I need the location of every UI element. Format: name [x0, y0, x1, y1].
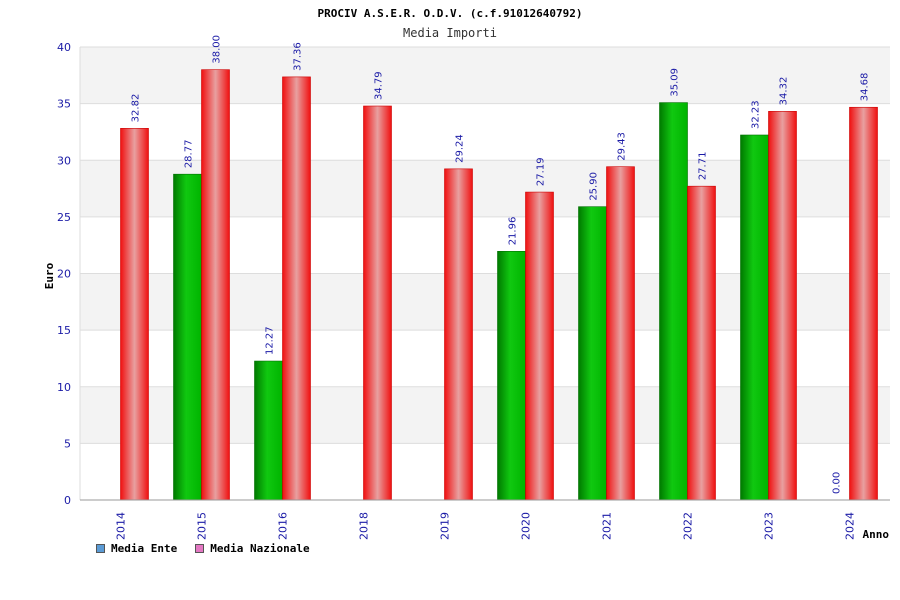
x-tick-label: 2014	[115, 512, 128, 540]
bar-value-label: 12.27	[265, 326, 276, 355]
bar-value-label: 29.43	[617, 132, 628, 161]
bar-media-nazionale	[363, 105, 392, 501]
bar-value-label: 0.00	[832, 472, 843, 494]
y-tick-label: 15	[57, 324, 71, 337]
y-axis-label: Euro	[43, 262, 56, 289]
bars	[120, 69, 878, 501]
bar-value-label: 28.77	[184, 140, 195, 169]
bar-media-ente	[497, 251, 526, 501]
bar-media-nazionale	[120, 128, 149, 501]
y-tick-label: 20	[57, 268, 71, 281]
x-axis-label: Anno	[863, 528, 890, 541]
bar-media-ente	[659, 102, 688, 501]
x-tick-label: 2020	[520, 512, 533, 540]
y-tick-label: 10	[57, 381, 71, 394]
bar-media-ente	[254, 360, 283, 501]
x-tick-label: 2015	[196, 512, 209, 540]
x-tick-label: 2023	[763, 512, 776, 540]
chart-title: PROCIV A.S.E.R. O.D.V. (c.f.91012640792)	[318, 7, 583, 20]
bar-value-label: 37.36	[293, 42, 304, 71]
chart-subtitle: Media Importi	[403, 26, 497, 40]
bar-value-label: 27.71	[698, 152, 709, 181]
y-tick-label: 0	[64, 494, 71, 507]
y-tick-label: 5	[64, 437, 71, 450]
bar-value-label: 32.82	[131, 94, 142, 123]
y-tick-label: 30	[57, 154, 71, 167]
x-tick-label: 2024	[844, 512, 857, 540]
bar-value-label: 34.68	[860, 73, 871, 102]
legend: Media Ente Media Nazionale	[96, 542, 310, 555]
bar-media-ente	[173, 173, 202, 501]
y-tick-label: 35	[57, 98, 71, 111]
x-tick-label: 2018	[358, 512, 371, 540]
bar-value-label: 29.24	[455, 134, 466, 163]
bar-media-nazionale	[444, 168, 473, 501]
legend-label-media-ente: Media Ente	[111, 542, 178, 555]
bar-media-ente	[740, 134, 769, 501]
legend-label-media-nazionale: Media Nazionale	[210, 542, 310, 555]
x-tick-label: 2021	[601, 512, 614, 540]
bar-value-label: 27.19	[536, 157, 547, 186]
y-axis-ticks: 0 5 10 15 20 25 30 35 40	[57, 41, 71, 507]
bar-value-labels: 32.82 28.77 38.00 12.27 37.36 34.79 29.24 21.96…	[131, 35, 871, 494]
bar-value-label: 25.90	[589, 172, 600, 201]
y-tick-label: 40	[57, 41, 71, 54]
bar-value-label: 35.09	[670, 68, 681, 97]
bar-media-nazionale	[687, 185, 716, 501]
bar-media-nazionale	[282, 76, 311, 501]
legend-swatch-media-ente	[96, 544, 105, 553]
bar-value-label: 34.79	[374, 71, 385, 100]
bar-media-ente	[578, 206, 607, 501]
bar-value-label: 21.96	[508, 217, 519, 246]
legend-item-media-nazionale: Media Nazionale	[195, 542, 310, 555]
bar-media-nazionale	[768, 111, 797, 501]
bar-media-nazionale	[201, 69, 230, 501]
legend-item-media-ente: Media Ente	[96, 542, 177, 555]
bar-media-nazionale	[606, 166, 635, 501]
bar-media-nazionale	[525, 191, 554, 501]
bar-value-label: 38.00	[212, 35, 223, 64]
x-tick-label: 2016	[277, 512, 290, 540]
x-tick-label: 2019	[439, 512, 452, 540]
x-tick-label: 2022	[682, 512, 695, 540]
bar-media-nazionale	[849, 106, 878, 501]
y-tick-label: 25	[57, 211, 71, 224]
legend-swatch-media-nazionale	[195, 544, 205, 553]
bar-value-label: 32.23	[751, 100, 762, 129]
bar-value-label: 34.32	[779, 77, 790, 106]
x-axis-ticks: 2014 2015 2016 2018 2019 2020 2021 2022 2023 2024	[115, 512, 857, 540]
